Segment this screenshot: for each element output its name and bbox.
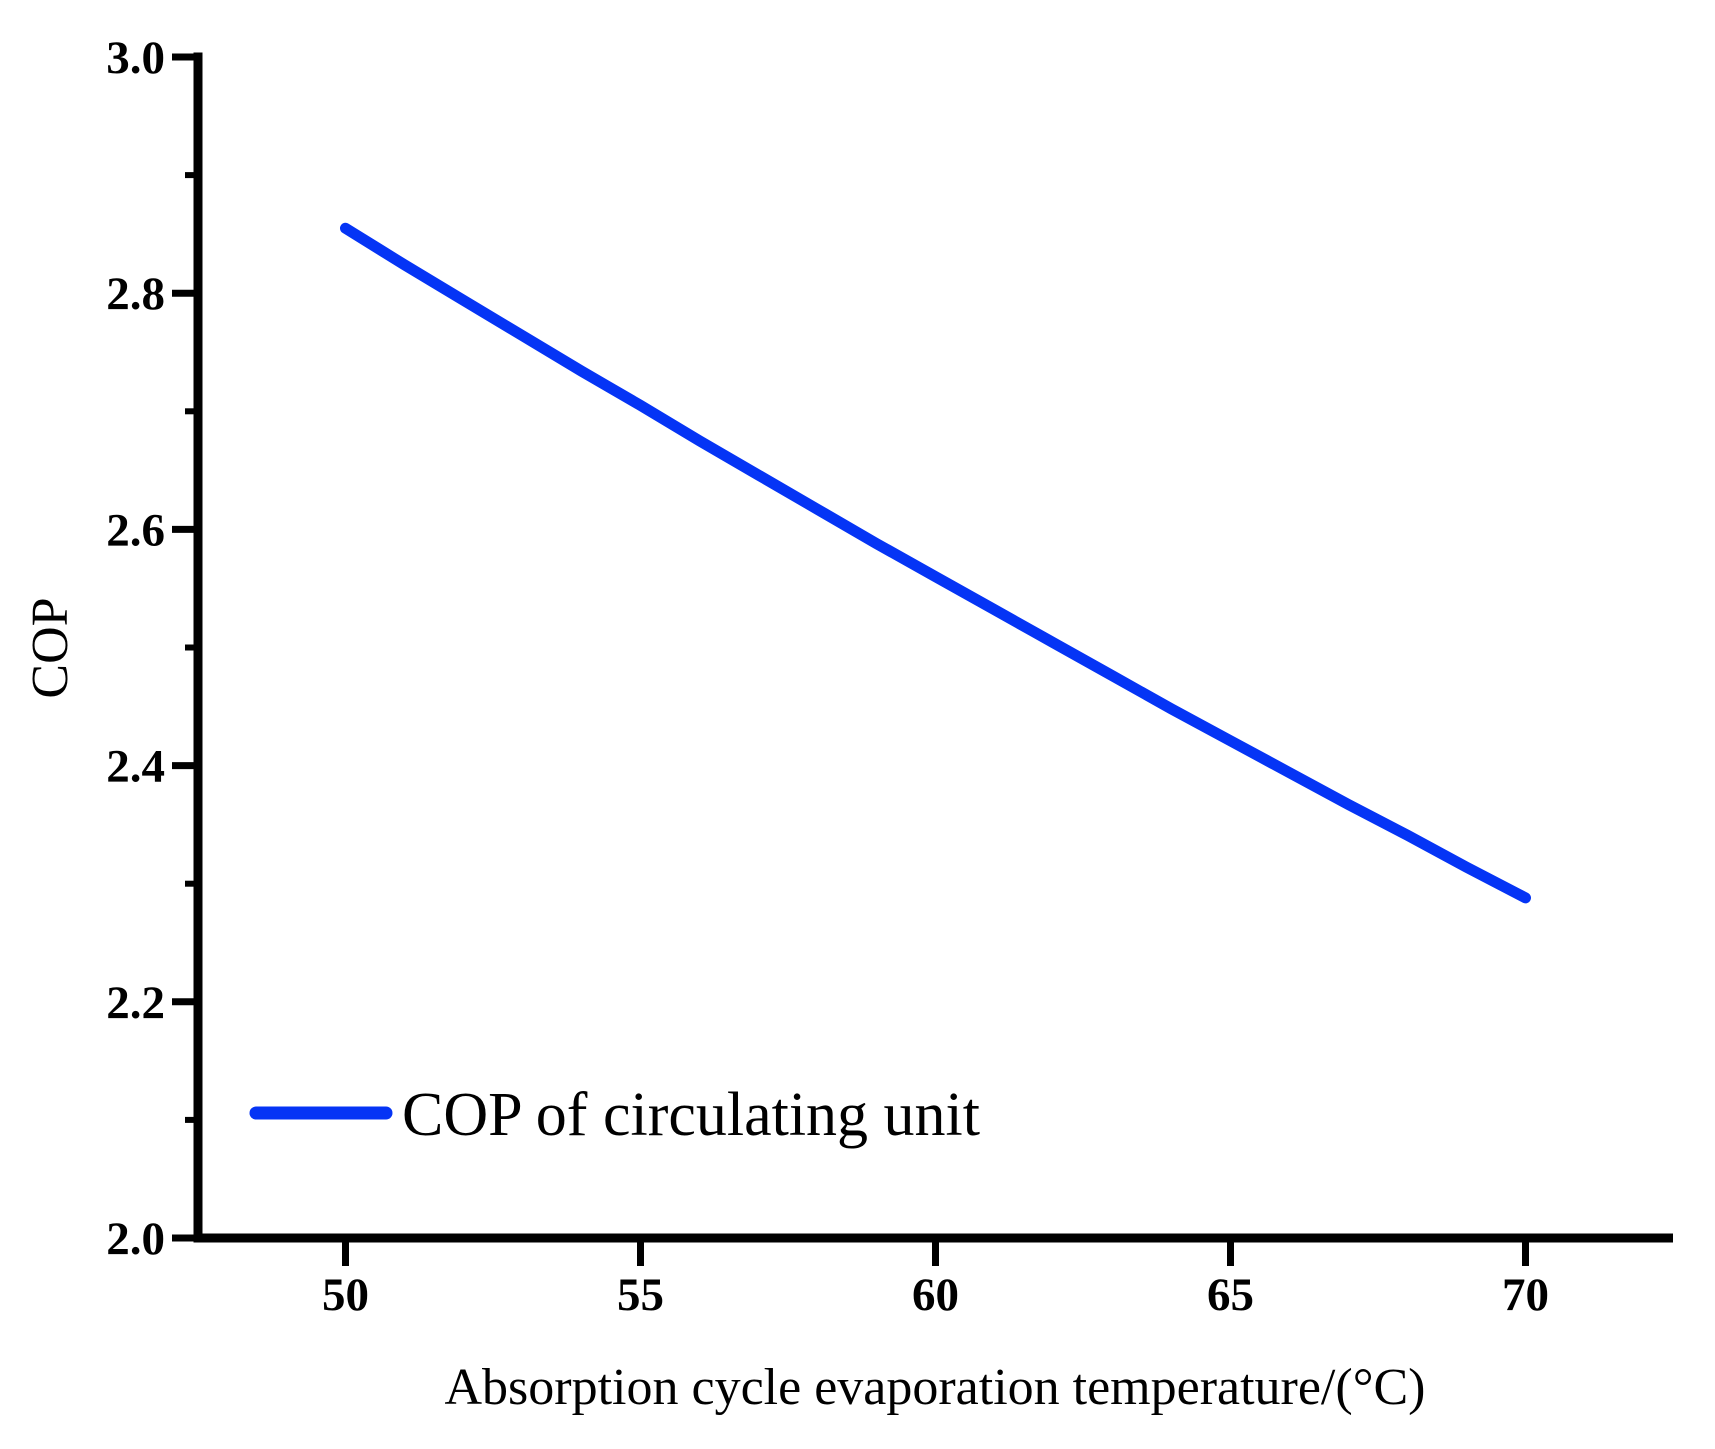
y-tick-label: 3.0 (106, 32, 165, 84)
cop-series-line (340, 222, 1531, 904)
x-axis-title: Absorption cycle evaporation temperature… (445, 1359, 1426, 1416)
x-tick-label: 60 (912, 1269, 959, 1321)
legend-label: COP of circulating unit (402, 1081, 980, 1149)
y-tick-label: 2.4 (106, 741, 165, 793)
y-tick-labels: 2.0 2.2 2.4 2.6 2.8 3.0 (106, 32, 165, 1265)
y-major-ticks (172, 53, 198, 1242)
legend: COP of circulating unit (249, 1081, 980, 1149)
y-tick-label: 2.0 (106, 1213, 165, 1265)
y-axis: 2.0 2.2 2.4 2.6 2.8 3.0 (106, 32, 203, 1265)
x-axis: 50 55 60 65 70 (193, 1233, 1673, 1321)
y-tick-label: 2.6 (106, 504, 165, 556)
y-tick-label: 2.2 (106, 977, 165, 1029)
x-tick-label: 70 (1502, 1269, 1549, 1321)
x-tick-label: 50 (322, 1269, 369, 1321)
x-major-ticks (342, 1238, 1529, 1266)
x-tick-labels: 50 55 60 65 70 (322, 1269, 1549, 1321)
y-minor-ticks (185, 172, 198, 1123)
x-tick-label: 65 (1207, 1269, 1254, 1321)
y-tick-label: 2.8 (106, 268, 165, 320)
x-tick-label: 55 (617, 1269, 664, 1321)
y-axis-title: COP (22, 597, 79, 698)
